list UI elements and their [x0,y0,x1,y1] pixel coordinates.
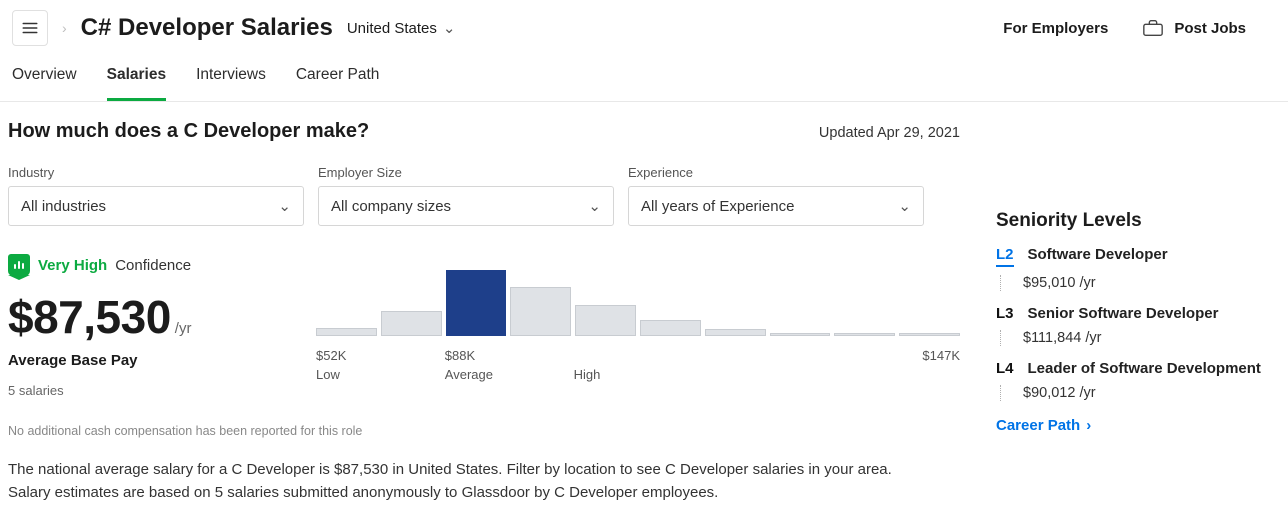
compensation-note: No additional cash compensation has been… [8,424,960,438]
seniority-level[interactable]: L4 Leader of Software Development $90,012 … [996,360,1276,401]
briefcase-icon [1142,18,1164,38]
chevron-down-icon: ⌄ [443,19,456,37]
post-jobs-label: Post Jobs [1174,20,1246,37]
tabs: Overview Salaries Interviews Career Path [0,52,1288,102]
for-employers-link[interactable]: For Employers [1003,20,1108,37]
salary-per: /yr [175,320,192,337]
histogram-bar [381,311,442,336]
axis-mid-value: $88K [445,348,574,363]
axis-low-label: Low [316,367,445,382]
level-code: L3 [996,305,1014,322]
level-name: Leader of Software Development [1028,360,1261,377]
chevron-down-icon: ⌄ [278,197,291,215]
confidence-level: Very High [38,257,107,274]
salary-description: The national average salary for a C Deve… [8,458,928,505]
histogram-bar [770,333,831,336]
chevron-down-icon: ⌄ [898,197,911,215]
shield-icon [8,254,30,276]
level-name: Software Developer [1028,246,1168,263]
base-pay-label: Average Base Pay [8,352,308,369]
experience-label: Experience [628,165,924,180]
location-value: United States [347,20,437,37]
seniority-level[interactable]: L2 Software Developer $95,010 /yr [996,246,1276,291]
tab-overview[interactable]: Overview [12,66,77,101]
page-title: C# Developer Salaries [81,14,333,42]
experience-value: All years of Experience [641,198,794,215]
level-code: L2 [996,246,1014,267]
confidence-word: Confidence [115,257,191,274]
menu-button[interactable] [12,10,48,46]
updated-date: Updated Apr 29, 2021 [819,125,960,141]
axis-high-label: High [574,367,601,382]
career-path-label: Career Path [996,417,1080,434]
axis-high-value: $147K [574,348,960,363]
level-code: L4 [996,360,1014,377]
chevron-right-icon: › [1086,417,1091,434]
seniority-level[interactable]: L3 Senior Software Developer $111,844 /yr [996,305,1276,346]
employer-size-select[interactable]: All company sizes ⌄ [318,186,614,226]
confidence-badge: Very High Confidence [8,254,308,276]
industry-value: All industries [21,198,106,215]
histogram-bar [510,287,571,336]
employer-size-label: Employer Size [318,165,614,180]
level-salary: $111,844 /yr [1000,330,1276,346]
tab-interviews[interactable]: Interviews [196,66,266,101]
level-salary: $95,010 /yr [1000,275,1276,291]
employer-size-value: All company sizes [331,198,451,215]
axis-low-value: $52K [316,348,445,363]
axis-mid-label: Average [445,367,574,382]
salary-count: 5 salaries [8,383,308,398]
tab-salaries[interactable]: Salaries [107,66,166,101]
histogram-bar [316,328,377,336]
histogram-bar [834,333,895,336]
histogram-bar [446,270,507,336]
salary-histogram: $52K $88K $147K Low Average High [316,254,960,398]
hamburger-icon [21,19,39,37]
histogram-bar [640,320,701,336]
location-selector[interactable]: United States ⌄ [347,19,456,37]
level-salary: $90,012 /yr [1000,385,1276,401]
histogram-bar [575,305,636,336]
breadcrumb-caret-icon: › [62,20,67,36]
chevron-down-icon: ⌄ [588,197,601,215]
post-jobs-link[interactable]: Post Jobs [1142,18,1246,38]
seniority-title: Seniority Levels [996,210,1276,232]
section-heading: How much does a C Developer make? [8,120,369,143]
histogram-bar [705,329,766,336]
career-path-link[interactable]: Career Path › [996,417,1276,434]
industry-label: Industry [8,165,304,180]
histogram-bar [899,333,960,336]
industry-select[interactable]: All industries ⌄ [8,186,304,226]
tab-career-path[interactable]: Career Path [296,66,380,101]
level-name: Senior Software Developer [1028,305,1219,322]
salary-amount: $87,530 [8,290,171,344]
experience-select[interactable]: All years of Experience ⌄ [628,186,924,226]
